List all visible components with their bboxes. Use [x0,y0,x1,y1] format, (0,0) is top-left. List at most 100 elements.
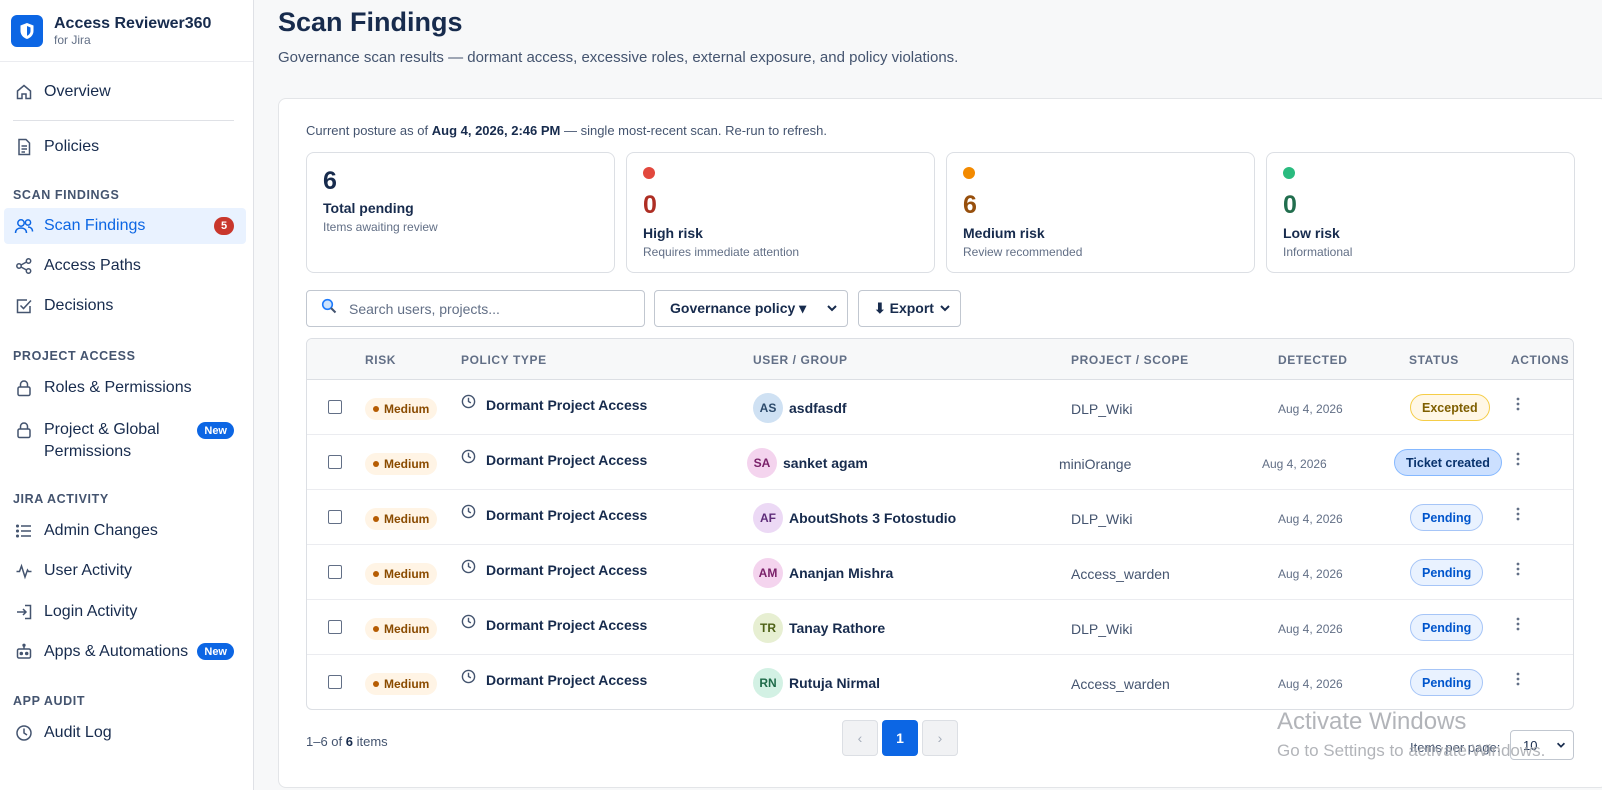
more-actions-icon[interactable] [1516,616,1520,636]
robot-icon [14,642,34,662]
sidebar: Access Reviewer360 for Jira Overview Pol… [0,0,254,790]
sidebar-item-audit-log[interactable]: Audit Log [4,715,246,751]
sidebar-item-project-global-permissions[interactable]: Project & Global Permissions New [4,413,246,463]
stat-card-high-risk[interactable]: 0 High risk Requires immediate attention [626,152,935,273]
risk-dot-icon [373,626,379,632]
sidebar-item-overview[interactable]: Overview [4,74,246,110]
section-title-app-audit: APP AUDIT [13,694,86,708]
table-row[interactable]: Medium Dormant Project Access AS asdfasdf DL… [307,380,1573,435]
status-badge: Pending [1410,669,1484,696]
risk-badge: Medium [365,508,438,530]
findings-table: RISK POLICY TYPE USER / GROUP PROJECT / … [306,338,1574,710]
stat-value: 6 [963,191,977,219]
sidebar-item-apps-automations[interactable]: Apps & Automations New [4,634,246,670]
row-checkbox[interactable] [328,455,342,469]
page-subtitle: Governance scan results — dormant access… [278,49,959,66]
sidebar-item-label: Audit Log [44,724,112,741]
user-name[interactable]: AboutShots 3 Fotostudio [789,510,957,526]
sidebar-item-scan-findings[interactable]: Scan Findings 5 [4,208,246,244]
posture-timestamp: Aug 4, 2026, 2:46 PM [431,123,561,138]
next-page-button[interactable]: › [922,720,958,756]
more-actions-icon[interactable] [1516,451,1520,471]
sidebar-item-roles-permissions[interactable]: Roles & Permissions [4,370,246,406]
user-name[interactable]: asdfasdf [789,400,847,416]
column-header-policy-type[interactable]: POLICY TYPE [461,353,547,367]
sidebar-item-login-activity[interactable]: Login Activity [4,594,246,630]
status-badge: Ticket created [1394,449,1502,476]
clock-icon [461,669,476,687]
column-header-user-group[interactable]: USER / GROUP [753,353,848,367]
row-checkbox[interactable] [328,510,342,524]
risk-label: Medium [384,512,430,526]
stat-card-total-pending[interactable]: 6 Total pending Items awaiting review [306,152,615,273]
project-scope: DLP_Wiki [1071,401,1133,417]
home-icon [14,82,34,102]
more-actions-icon[interactable] [1516,506,1520,526]
search-input[interactable] [349,300,629,317]
shield-logo-icon [11,14,43,47]
more-actions-icon[interactable] [1516,561,1520,581]
status-badge: Excepted [1410,394,1490,421]
clock-icon [461,559,476,577]
section-title-project-access: PROJECT ACCESS [13,349,136,363]
risk-dot-icon [373,461,379,467]
status-badge: Pending [1410,559,1484,586]
risk-dot-icon [373,516,379,522]
risk-badge: Medium [365,618,438,640]
table-row[interactable]: Medium Dormant Project Access TR Tanay Rath… [307,600,1573,655]
lock-icon [14,420,34,440]
export-button[interactable]: ⬇ Export [858,290,961,327]
more-actions-icon[interactable] [1516,671,1520,691]
table-row[interactable]: Medium Dormant Project Access AM Ananjan Mi… [307,545,1573,600]
sidebar-item-admin-changes[interactable]: Admin Changes [4,513,246,549]
policy-type-label: Dormant Project Access [486,562,648,578]
row-checkbox[interactable] [328,565,342,579]
previous-page-button[interactable]: ‹ [842,720,878,756]
filter-label: Governance policy ▾ [670,300,807,316]
row-checkbox[interactable] [328,675,342,689]
stat-card-medium-risk[interactable]: 6 Medium risk Review recommended [946,152,1255,273]
user-name[interactable]: sanket agam [783,455,868,471]
risk-badge: Medium [365,563,438,585]
row-checkbox[interactable] [328,400,342,414]
items-per-page-select[interactable]: 10 [1510,730,1574,760]
stat-label: High risk [643,225,703,241]
column-header-project-scope[interactable]: PROJECT / SCOPE [1071,353,1189,367]
stat-description: Review recommended [963,245,1083,259]
detected-date: Aug 4, 2026 [1278,512,1343,526]
user-name[interactable]: Rutuja Nirmal [789,675,881,691]
row-checkbox[interactable] [328,620,342,634]
brand[interactable]: Access Reviewer360 for Jira [0,0,253,62]
more-actions-icon[interactable] [1516,396,1520,416]
column-header-detected[interactable]: DETECTED [1278,353,1348,367]
section-title-scan-findings: SCAN FINDINGS [13,188,120,202]
stat-card-low-risk[interactable]: 0 Low risk Informational [1266,152,1575,273]
sidebar-item-policies[interactable]: Policies [4,129,246,165]
avatar: AF [753,503,783,533]
user-name[interactable]: Tanay Rathore [789,620,886,636]
column-header-status[interactable]: STATUS [1409,353,1459,367]
risk-dot-icon [373,406,379,412]
high-risk-dot-icon [643,167,655,179]
clock-icon [461,614,476,632]
search-box[interactable] [306,290,645,327]
column-header-risk[interactable]: RISK [365,353,397,367]
sidebar-item-access-paths[interactable]: Access Paths [4,248,246,284]
medium-risk-dot-icon [963,167,975,179]
avatar: RN [753,668,783,698]
table-row[interactable]: Medium Dormant Project Access RN Rutuja Nir… [307,655,1573,709]
avatar: AS [753,393,783,423]
export-label: ⬇ Export [874,300,934,316]
sidebar-item-user-activity[interactable]: User Activity [4,553,246,589]
chevron-down-icon [825,301,839,318]
table-row[interactable]: Medium Dormant Project Access AF AboutShots… [307,490,1573,545]
page-1-button[interactable]: 1 [882,720,918,756]
sidebar-item-label: Overview [44,83,111,100]
new-badge: New [197,422,234,439]
clock-icon [461,504,476,522]
table-row[interactable]: Medium Dormant Project Access SA sanket aga… [307,435,1573,490]
governance-policy-filter[interactable]: Governance policy ▾ [654,290,848,327]
stat-value: 0 [1283,191,1297,219]
user-name[interactable]: Ananjan Mishra [789,565,894,581]
sidebar-item-decisions[interactable]: Decisions [4,288,246,324]
